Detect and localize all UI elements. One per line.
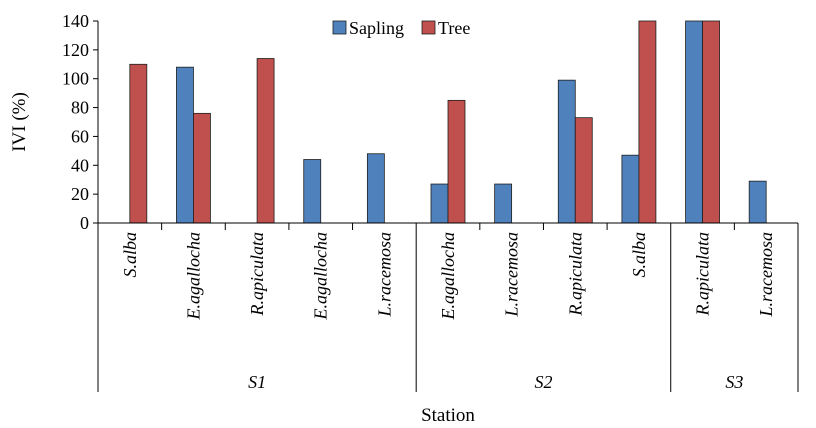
category-label: R.apiculata <box>565 232 585 317</box>
bar-sapling-6 <box>494 183 513 224</box>
bar-sapling-4 <box>366 153 385 224</box>
bar-tree-9 <box>702 20 720 224</box>
x-axis: S.alba E.agallocha R.apiculata E.agallocha L… <box>97 222 799 392</box>
y-tick-label: 80 <box>71 98 89 118</box>
bar-sapling-3 <box>303 159 322 224</box>
y-tick-label: 40 <box>71 155 89 175</box>
category-label: R.apiculata <box>247 232 267 317</box>
group-label: S3 <box>725 372 743 392</box>
legend-label-sapling: Sapling <box>349 18 404 38</box>
y-tick-label: 0 <box>80 213 89 233</box>
bar-sapling-10 <box>748 180 767 224</box>
category-label: S.alba <box>120 232 140 278</box>
group-label: S2 <box>534 372 552 392</box>
bar-tree-1 <box>193 112 211 224</box>
category-label: L.racemosa <box>756 232 776 318</box>
y-tick-label: 100 <box>62 69 89 89</box>
category-label: E.agallocha <box>183 232 203 321</box>
category-label: L.racemosa <box>502 232 522 318</box>
bar-tree-0 <box>129 63 148 224</box>
y-axis: 0 20 40 60 80 100 120 140 <box>62 11 99 233</box>
bar-sapling-8 <box>621 154 640 224</box>
legend-swatch-sapling <box>332 20 347 35</box>
legend-label-tree: Tree <box>438 18 470 38</box>
bar-sapling-7 <box>557 79 576 224</box>
category-label: E.agallocha <box>311 232 331 321</box>
bar-sapling-9 <box>685 20 703 224</box>
category-label: R.apiculata <box>693 232 713 317</box>
bar-sapling-5 <box>430 183 449 224</box>
bar-tree-2 <box>256 58 275 224</box>
y-tick-label: 60 <box>71 126 89 146</box>
category-label: S.alba <box>629 232 649 278</box>
y-tick-label: 20 <box>71 184 89 204</box>
group-label: S1 <box>248 372 266 392</box>
x-axis-label: Station <box>421 405 475 426</box>
bar-tree-8 <box>638 20 657 224</box>
category-label: L.racemosa <box>374 232 394 318</box>
bar-sapling-1 <box>176 66 194 224</box>
y-tick-label: 120 <box>62 40 89 60</box>
bar-tree-5 <box>447 99 466 224</box>
y-axis-label: IVI (%) <box>9 92 30 152</box>
bar-tree-7 <box>574 117 593 224</box>
y-tick-label: 140 <box>62 11 89 31</box>
category-label: E.agallocha <box>438 232 458 321</box>
legend: Sapling Tree <box>332 18 470 38</box>
bars <box>129 20 767 224</box>
legend-swatch-tree <box>421 20 436 35</box>
